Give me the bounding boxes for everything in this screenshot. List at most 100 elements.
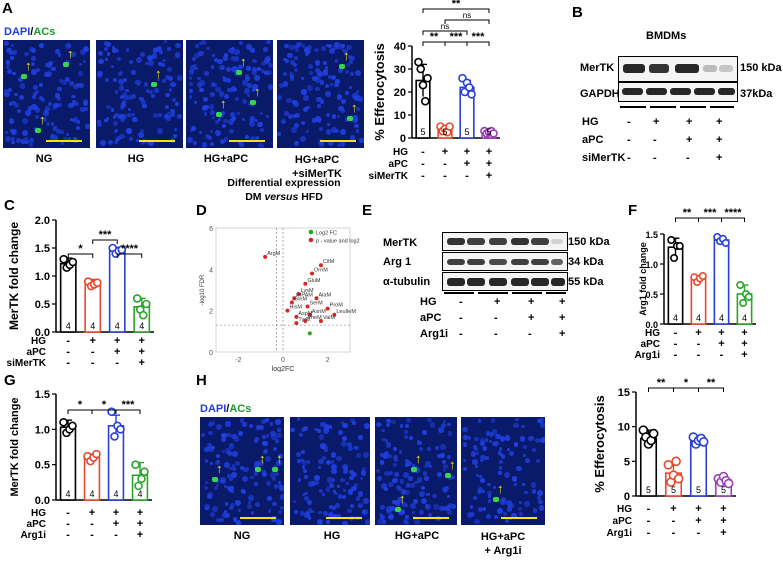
nucleus	[347, 508, 352, 514]
nucleus	[265, 114, 269, 119]
treatment-sign: +	[720, 503, 726, 515]
nucleus	[108, 140, 114, 146]
nucleus	[266, 40, 271, 45]
nucleus	[339, 140, 346, 147]
legend-marker	[308, 237, 314, 243]
nucleus	[402, 472, 409, 479]
n-label: 4	[113, 489, 118, 499]
nucleus	[340, 420, 344, 424]
nucleus	[66, 133, 70, 137]
treatment-sign: -	[627, 152, 631, 164]
data-point	[416, 64, 426, 74]
nucleus	[349, 135, 356, 141]
apoptotic-cell	[445, 473, 451, 478]
nucleus	[380, 428, 385, 433]
nucleus	[249, 118, 255, 124]
treatment-sign: -	[720, 349, 724, 361]
data-point	[140, 467, 149, 477]
treatment-sign: +	[139, 346, 145, 358]
nucleus	[198, 87, 204, 93]
nucleus	[343, 488, 347, 492]
protein-band	[694, 88, 715, 95]
blot-strip	[618, 56, 738, 82]
nucleus	[311, 481, 317, 487]
data-point	[423, 73, 432, 83]
treatment-label: Arg1i	[606, 528, 632, 539]
nucleus	[116, 135, 122, 141]
nucleus	[186, 137, 193, 143]
nucleus	[117, 113, 123, 119]
treatment-sign: +	[670, 503, 676, 515]
nucleus	[223, 118, 228, 123]
nucleus	[432, 494, 437, 499]
panel-b-title: BMDMs	[646, 30, 687, 42]
nucleus	[279, 505, 284, 510]
volcano-point	[263, 254, 268, 259]
nucleus	[110, 107, 115, 112]
treatment-sign: -	[421, 146, 425, 158]
nucleus	[393, 472, 399, 478]
nucleus	[195, 67, 199, 71]
nucleus	[55, 128, 62, 135]
micrograph-image: ↑ ↑ ↑	[3, 40, 90, 148]
volcano-point-ns	[307, 331, 312, 336]
arrow-icon: ↑	[216, 461, 223, 476]
nucleus	[404, 430, 409, 435]
nucleus	[498, 471, 502, 475]
nucleus	[60, 141, 65, 146]
nucleus	[499, 460, 503, 464]
nucleus	[258, 424, 264, 430]
nucleus	[234, 96, 239, 101]
y-axis-label: MerTK fold change	[7, 222, 21, 330]
nucleus	[495, 433, 501, 439]
nucleus	[442, 420, 447, 424]
nucleus	[314, 67, 321, 74]
volcano-point	[332, 312, 337, 317]
nucleus	[68, 81, 74, 87]
nucleus	[49, 136, 55, 142]
nucleus	[231, 471, 238, 478]
nucleus	[204, 459, 209, 464]
nucleus	[277, 480, 282, 485]
nucleus	[271, 516, 277, 522]
y-tick-label: 1.5	[35, 243, 50, 255]
scale-bar	[413, 517, 449, 519]
treatment-sign: +	[494, 296, 501, 308]
nucleus	[278, 485, 284, 492]
n-label: 5	[420, 127, 425, 137]
significance-label: ****	[121, 243, 139, 255]
treatment-sign: -	[66, 346, 70, 358]
nucleus	[208, 136, 213, 141]
nucleus	[418, 509, 425, 516]
treatment-sign: +	[718, 338, 724, 350]
apoptotic-cell	[395, 507, 401, 512]
treatment-sign: +	[686, 116, 693, 128]
nucleus	[229, 502, 235, 509]
data-point	[68, 257, 78, 267]
nucleus	[82, 59, 86, 64]
apoptotic-cell	[21, 74, 27, 79]
nucleus	[343, 423, 348, 428]
nucleus	[513, 483, 517, 487]
panel-h-label-hg-apc: HG+aPC	[394, 530, 440, 542]
nucleus	[505, 519, 509, 524]
nucleus	[156, 46, 162, 52]
nucleus	[303, 425, 309, 431]
nucleus	[188, 69, 195, 76]
nucleus	[447, 510, 453, 516]
nucleus	[302, 459, 307, 465]
nucleus	[306, 85, 313, 92]
n-label: 5	[721, 485, 726, 495]
nucleus	[391, 419, 396, 425]
nucleus	[353, 482, 359, 488]
significance-label: **	[657, 377, 666, 389]
nucleus	[437, 472, 443, 478]
nucleus	[74, 101, 79, 107]
significance-label: *	[78, 399, 83, 411]
nucleus	[351, 56, 356, 60]
nucleus	[314, 77, 321, 83]
protein-band	[551, 278, 565, 286]
nucleus	[408, 475, 413, 481]
nucleus	[446, 494, 450, 498]
scale-bar	[139, 140, 175, 142]
